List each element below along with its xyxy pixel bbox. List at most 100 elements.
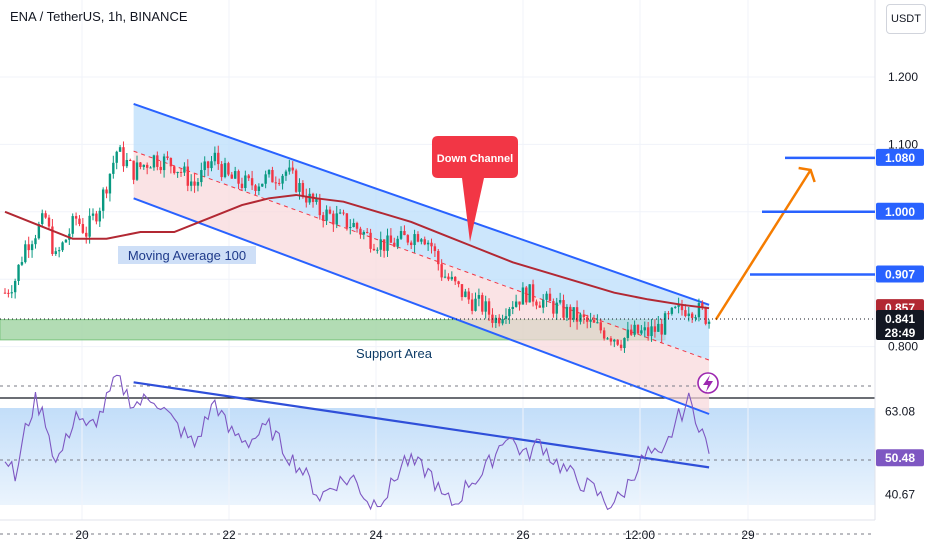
countdown-label: 28:49 [885, 326, 916, 340]
candle-body [166, 156, 169, 158]
rsi-tag [876, 485, 924, 503]
rsi-tag-label: 50.48 [885, 451, 915, 465]
candle-body [112, 162, 115, 174]
candle-body [467, 291, 470, 300]
y-tick-label: 0.800 [888, 340, 918, 354]
candle-body [474, 298, 477, 311]
price-tag [876, 265, 924, 283]
candle-body [484, 301, 487, 312]
candle-body [657, 323, 660, 332]
candle-body [30, 244, 34, 251]
candle-body [54, 251, 57, 254]
moving-average-callout[interactable]: Moving Average 100 [118, 246, 256, 264]
candle-body [376, 249, 379, 251]
price-tag-label: 0.907 [885, 267, 915, 281]
candle-body [396, 238, 399, 247]
candle-body [7, 292, 10, 294]
candle-body [291, 167, 294, 171]
price-tag [876, 309, 924, 340]
candle-body [250, 178, 254, 186]
candle-body [616, 339, 619, 345]
channel-upper-fill [133, 103, 710, 361]
candle-body [230, 174, 233, 179]
candle-body [437, 251, 440, 265]
candle-body [47, 217, 51, 227]
candle-body [646, 327, 650, 337]
candle-body [345, 213, 349, 228]
candle-body [179, 171, 183, 173]
candle-body [670, 307, 674, 314]
candle-body [108, 173, 112, 194]
candle-body [240, 183, 244, 188]
candle-body [139, 162, 142, 167]
candle-body [156, 155, 159, 167]
candle-body [528, 284, 531, 303]
candle-body [636, 324, 640, 334]
candle-body [403, 231, 406, 236]
candle-body [562, 300, 565, 318]
candle-body [57, 250, 61, 252]
candle-body [694, 317, 697, 319]
candle-body [653, 326, 657, 332]
candle-body [555, 302, 558, 314]
candle-body [592, 319, 596, 323]
candle-body [135, 162, 139, 180]
candle-body [586, 317, 589, 322]
candle-body [508, 309, 511, 317]
candle-body [382, 239, 386, 251]
candle-body [159, 166, 162, 171]
candle-body [619, 344, 623, 349]
candle-body [3, 292, 7, 294]
candle-body [552, 301, 555, 314]
candle-body [227, 163, 230, 175]
candle-body [393, 242, 396, 247]
candle-body [98, 210, 101, 222]
rsi-tag [876, 402, 924, 420]
candle-body [589, 319, 592, 322]
candle-body [372, 248, 376, 251]
candle-body [95, 213, 98, 222]
candle-body [545, 293, 548, 300]
price-tag [876, 202, 924, 220]
candle-body [101, 189, 105, 211]
candle-body [660, 323, 663, 335]
candle-body [623, 337, 626, 349]
currency-button[interactable]: USDT [886, 4, 926, 34]
candle-body [352, 222, 355, 228]
candle-body [413, 234, 416, 246]
candle-body [399, 231, 403, 239]
rsi-tag-label: 40.67 [885, 488, 915, 502]
candle-body [680, 304, 684, 311]
lightning-icon[interactable] [697, 372, 719, 394]
candle-body [542, 299, 545, 308]
candle-body [321, 215, 325, 221]
candle-body [213, 152, 217, 162]
axis-layer: 20 22 24 26 12:00 29 1.200 1.100 0.800 1.080 1.000… [75, 70, 924, 542]
candle-body [41, 213, 44, 225]
candle-body [183, 166, 186, 173]
candle-body [210, 161, 213, 169]
channel-upper-line [133, 103, 710, 306]
rsi-band [0, 408, 875, 505]
candle-body [433, 246, 437, 252]
down-channel-callout[interactable]: Down Channel [432, 136, 518, 242]
price-tag-label: 1.080 [885, 151, 915, 165]
candle-body [37, 224, 41, 239]
x-tick-label: 12:00 [625, 528, 655, 542]
rsi-tag [876, 449, 924, 467]
candle-body [298, 183, 301, 192]
price-tag-label: 0.841 [885, 312, 915, 326]
down-channel-label: Down Channel [437, 153, 513, 165]
candle-body [538, 305, 542, 308]
candle-body [565, 306, 569, 318]
candle-body [674, 306, 677, 308]
candle-body [264, 174, 267, 184]
candle-body [355, 222, 359, 229]
candle-body [677, 304, 680, 307]
candle-body [457, 281, 460, 285]
candle-body [447, 276, 450, 280]
candle-body [569, 306, 572, 320]
candle-body [481, 295, 484, 312]
candle-body [498, 317, 501, 324]
candle-body [27, 244, 30, 251]
